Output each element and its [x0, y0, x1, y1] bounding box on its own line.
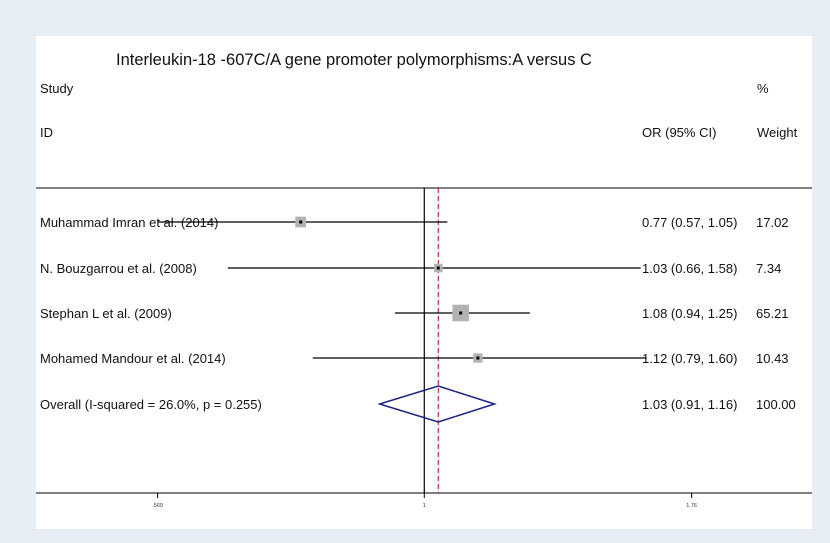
forest-plot-panel: Interleukin-18 -607C/A gene promoter pol…: [36, 36, 812, 529]
study-or-ci: 0.77 (0.57, 1.05): [642, 215, 738, 230]
study-label: Stephan L et al. (2009): [40, 306, 172, 321]
header-or-ci: OR (95% CI): [642, 125, 717, 140]
header-percent: %: [757, 81, 769, 96]
x-tick-label: 1: [423, 503, 426, 509]
overall-label: Overall (I-squared = 26.0%, p = 0.255): [40, 397, 262, 412]
header-study: Study: [40, 81, 74, 96]
point-estimate: [459, 311, 463, 315]
study-weight: 10.43: [756, 351, 789, 366]
point-estimate: [476, 356, 480, 360]
study-label: Muhammad Imran et al. (2014): [40, 215, 219, 230]
study-or-ci: 1.08 (0.94, 1.25): [642, 306, 738, 321]
x-tick-label: 1.76: [686, 503, 697, 509]
header-weight: Weight: [757, 125, 798, 140]
forest-plot-svg: .569 1 1.76: [36, 187, 812, 509]
study-or-ci: 1.12 (0.79, 1.60): [642, 351, 738, 366]
x-tick-label: .569: [152, 503, 163, 509]
study-weight: 17.02: [756, 215, 789, 230]
overall-or-ci: 1.03 (0.91, 1.16): [642, 397, 738, 412]
header-id: ID: [40, 125, 53, 140]
study-weight: 65.21: [756, 306, 789, 321]
point-estimate: [436, 266, 440, 270]
point-estimate: [299, 220, 303, 224]
study-label: N. Bouzgarrou et al. (2008): [40, 261, 197, 276]
study-or-ci: 1.03 (0.66, 1.58): [642, 261, 738, 276]
overall-weight: 100.00: [756, 397, 796, 412]
study-label: Mohamed Mandour et al. (2014): [40, 351, 226, 366]
study-weight: 7.34: [756, 261, 782, 276]
overall-diamond: [377, 385, 497, 423]
chart-title: Interleukin-18 -607C/A gene promoter pol…: [116, 51, 592, 69]
